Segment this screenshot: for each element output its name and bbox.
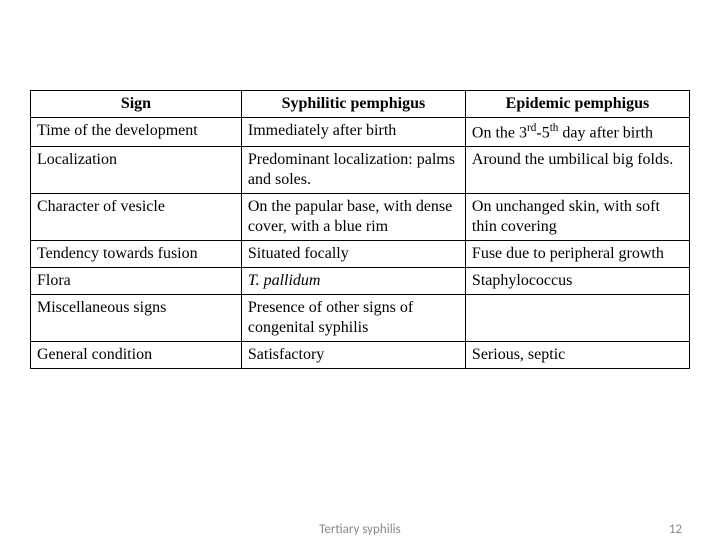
table-row: Miscellaneous signs Presence of other si…	[31, 295, 690, 342]
cell-syph: T. pallidum	[241, 268, 465, 295]
cell-sign: Tendency towards fusion	[31, 241, 242, 268]
cell-syph: Situated focally	[241, 241, 465, 268]
cell-epid	[465, 295, 689, 342]
cell-sign: Flora	[31, 268, 242, 295]
cell-epid: Staphylococcus	[465, 268, 689, 295]
slide: Sign Syphilitic pemphigus Epidemic pemph…	[0, 0, 720, 540]
cell-syph: Predominant localization: palms and sole…	[241, 147, 465, 194]
cell-epid: On the 3rd-5th day after birth	[465, 118, 689, 147]
cell-epid: Serious, septic	[465, 342, 689, 369]
table-header-row: Sign Syphilitic pemphigus Epidemic pemph…	[31, 91, 690, 118]
cell-syph: On the papular base, with dense cover, w…	[241, 194, 465, 241]
col-header-syphilitic: Syphilitic pemphigus	[241, 91, 465, 118]
table-row: Localization Predominant localization: p…	[31, 147, 690, 194]
col-header-sign: Sign	[31, 91, 242, 118]
table-row: General condition Satisfactory Serious, …	[31, 342, 690, 369]
comparison-table: Sign Syphilitic pemphigus Epidemic pemph…	[30, 90, 690, 369]
footer-title: Tertiary syphilis	[0, 522, 720, 537]
cell-sign: Miscellaneous signs	[31, 295, 242, 342]
cell-sign: Time of the development	[31, 118, 242, 147]
table-body: Time of the development Immediately afte…	[31, 118, 690, 369]
table-row: Time of the development Immediately afte…	[31, 118, 690, 147]
cell-syph: Immediately after birth	[241, 118, 465, 147]
col-header-epidemic: Epidemic pemphigus	[465, 91, 689, 118]
table-row: Tendency towards fusion Situated focally…	[31, 241, 690, 268]
footer-page-number: 12	[669, 522, 682, 537]
cell-syph: Satisfactory	[241, 342, 465, 369]
cell-epid: Fuse due to peripheral growth	[465, 241, 689, 268]
cell-epid: On unchanged skin, with soft thin coveri…	[465, 194, 689, 241]
cell-sign: General condition	[31, 342, 242, 369]
cell-epid: Around the umbilical big folds.	[465, 147, 689, 194]
table-row: Flora T. pallidum Staphylococcus	[31, 268, 690, 295]
cell-sign: Localization	[31, 147, 242, 194]
cell-sign: Character of vesicle	[31, 194, 242, 241]
table-row: Character of vesicle On the papular base…	[31, 194, 690, 241]
cell-syph: Presence of other signs of congenital sy…	[241, 295, 465, 342]
